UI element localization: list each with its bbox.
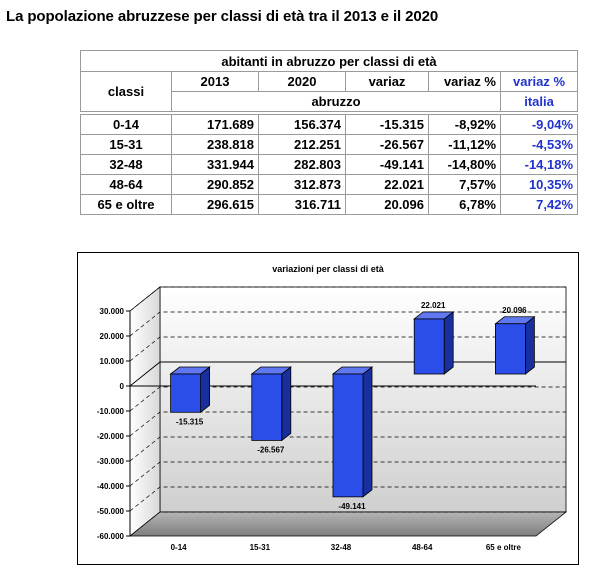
table-row: 15-31 238.818 212.251 -26.567 -11,12% -4… xyxy=(80,134,579,155)
cell-variaz-pct-italia: -4,53% xyxy=(499,134,579,155)
x-tick-label: 15-31 xyxy=(250,543,271,552)
bar: -26.567 xyxy=(250,366,292,454)
cell-variaz: 20.096 xyxy=(345,194,429,215)
cell-2013: 296.615 xyxy=(171,194,259,215)
cell-variaz-pct-italia: 10,35% xyxy=(499,174,579,195)
y-tick-label: 0 xyxy=(120,382,125,391)
header-variaz: variaz xyxy=(345,71,429,92)
cell-2020: 156.374 xyxy=(258,114,346,135)
x-tick-label: 32-48 xyxy=(331,543,352,552)
cell-variaz-pct: -11,12% xyxy=(428,134,501,155)
x-tick-label: 48-64 xyxy=(412,543,433,552)
bar-front xyxy=(413,318,445,375)
cell-2020: 312.873 xyxy=(258,174,346,195)
bar: -49.141 xyxy=(331,366,374,511)
bar-front xyxy=(332,373,364,498)
y-tick-label: -50.000 xyxy=(97,507,125,516)
cell-variaz-pct: 7,57% xyxy=(428,174,501,195)
y-tick-label: -30.000 xyxy=(97,457,125,466)
bar-front xyxy=(170,373,201,413)
table-row: 32-48 331.944 282.803 -49.141 -14,80% -1… xyxy=(80,154,579,175)
y-tick-label: 20.000 xyxy=(100,332,125,341)
gridline xyxy=(129,386,566,412)
bar: 22.021 xyxy=(413,301,455,375)
y-tick-label: -60.000 xyxy=(97,532,125,541)
cell-variaz-pct: -8,92% xyxy=(428,114,501,135)
data-label: -15.315 xyxy=(176,417,204,426)
header-classi: classi xyxy=(80,71,172,112)
bar-front xyxy=(251,373,283,441)
y-tick-label: 10.000 xyxy=(100,357,125,366)
side-wall xyxy=(129,286,161,537)
subheader-italia: italia xyxy=(499,91,579,112)
gridline xyxy=(129,461,566,487)
bar-side xyxy=(524,315,535,375)
bar-front xyxy=(494,323,526,375)
bar: -15.315 xyxy=(169,366,211,426)
cell-variaz: 22.021 xyxy=(345,174,429,195)
cell-2020: 316.711 xyxy=(258,194,346,215)
y-tick-label: -10.000 xyxy=(97,407,125,416)
cell-2013: 331.944 xyxy=(171,154,259,175)
chart-container: variazioni per classi di età 30.000 20.00… xyxy=(77,252,579,565)
header-variaz-pct: variaz % xyxy=(428,71,501,92)
cell-2020: 282.803 xyxy=(258,154,346,175)
table-row: 48-64 290.852 312.873 22.021 7,57% 10,35… xyxy=(80,174,579,195)
bar-chart: variazioni per classi di età 30.000 20.00… xyxy=(97,264,568,552)
cell-classe: 65 e oltre xyxy=(80,194,172,215)
x-tick-label: 65 e oltre xyxy=(486,543,522,552)
cell-2020: 212.251 xyxy=(258,134,346,155)
subheader-abruzzo: abruzzo xyxy=(171,91,501,112)
cell-variaz: -15.315 xyxy=(345,114,429,135)
population-table: abitanti in abruzzo per classi di età cl… xyxy=(79,50,579,215)
table-row: 0-14 171.689 156.374 -15.315 -8,92% -9,0… xyxy=(80,114,579,135)
cell-classe: 32-48 xyxy=(80,154,172,175)
gridline xyxy=(129,486,566,512)
cell-variaz-pct: -14,80% xyxy=(428,154,501,175)
header-variaz-pct-italia: variaz % xyxy=(499,71,579,92)
gridline xyxy=(129,286,566,312)
gridline xyxy=(129,511,566,537)
chart-title: variazioni per classi di età xyxy=(272,264,385,274)
bar-side xyxy=(362,366,373,498)
cell-2013: 238.818 xyxy=(171,134,259,155)
header-2020: 2020 xyxy=(258,71,346,92)
data-label: 22.021 xyxy=(421,301,446,310)
y-tick-label: 30.000 xyxy=(100,307,125,316)
y-tick-label: -40.000 xyxy=(97,482,125,491)
data-label: -49.141 xyxy=(338,502,366,511)
bar-side xyxy=(200,366,211,414)
cell-classe: 15-31 xyxy=(80,134,172,155)
header-2013: 2013 xyxy=(171,71,259,92)
y-tick-label: -20.000 xyxy=(97,432,125,441)
cell-variaz-pct-italia: 7,42% xyxy=(499,194,579,215)
page-title: La popolazione abruzzese per classi di e… xyxy=(6,8,439,25)
data-label: -26.567 xyxy=(257,445,285,454)
bar-side xyxy=(443,311,454,375)
data-label: 20.096 xyxy=(502,306,527,315)
cell-classe: 48-64 xyxy=(80,174,172,195)
gridline xyxy=(129,411,566,437)
x-tick-label: 0-14 xyxy=(171,543,188,552)
cell-variaz-pct-italia: -9,04% xyxy=(499,114,579,135)
cell-variaz: -26.567 xyxy=(345,134,429,155)
cell-2013: 171.689 xyxy=(171,114,259,135)
gridline xyxy=(129,436,566,462)
bar-side xyxy=(281,366,292,442)
cell-classe: 0-14 xyxy=(80,114,172,135)
table-row: 65 e oltre 296.615 316.711 20.096 6,78% … xyxy=(80,194,579,215)
cell-variaz: -49.141 xyxy=(345,154,429,175)
cell-variaz-pct: 6,78% xyxy=(428,194,501,215)
table-title: abitanti in abruzzo per classi di età xyxy=(79,50,579,72)
cell-2013: 290.852 xyxy=(171,174,259,195)
cell-variaz-pct-italia: -14,18% xyxy=(499,154,579,175)
bar: 20.096 xyxy=(494,306,536,375)
chart-floor xyxy=(128,511,568,537)
